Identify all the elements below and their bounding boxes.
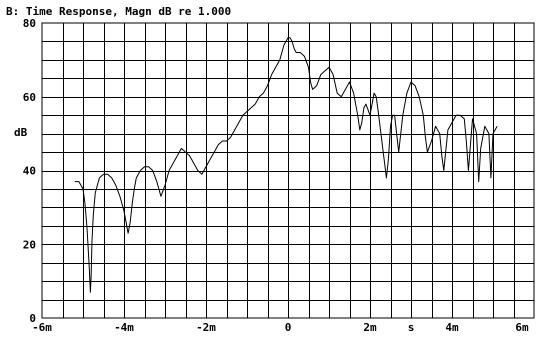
x-tick-label: -4m (114, 321, 134, 334)
x-axis-unit-label: s (408, 321, 415, 334)
y-tick-label: 40 (23, 165, 36, 178)
x-tick-label: 6m (515, 321, 529, 334)
series-line-1 (74, 37, 498, 293)
y-axis-label: dB (14, 126, 28, 139)
plot-frame (41, 22, 535, 319)
y-tick-label: 0 (29, 312, 36, 325)
x-tick-label: 4m (445, 321, 459, 334)
grid (42, 23, 534, 318)
y-tick-label: 20 (23, 238, 36, 251)
y-tick-label: 80 (23, 17, 36, 30)
chart-title: B: Time Response, Magn dB re 1.000 (6, 5, 231, 18)
x-tick-label: 2m (363, 321, 377, 334)
x-tick-label: 0 (285, 321, 292, 334)
series-layer (74, 37, 498, 293)
x-tick-label: -2m (196, 321, 216, 334)
y-tick-label: 60 (23, 91, 36, 104)
tick-labels: 0 20 40 60 80 -6m -4m -2m 0 2m s 4m 6m (23, 17, 529, 334)
x-tick-label: -6m (32, 321, 52, 334)
